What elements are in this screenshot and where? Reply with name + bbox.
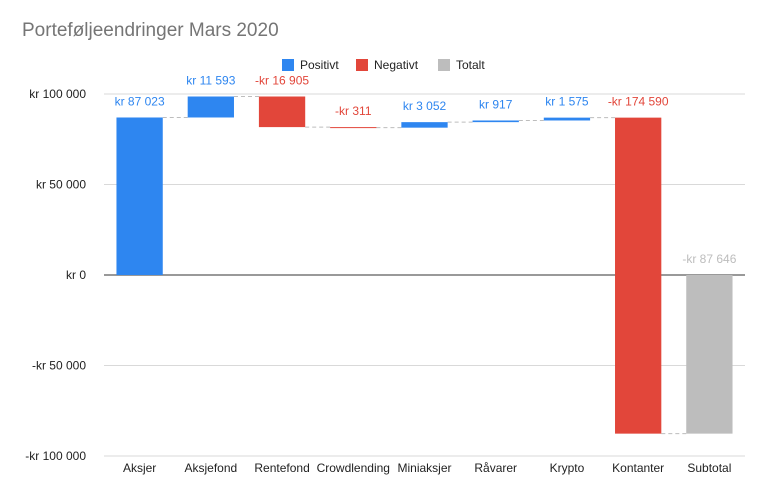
data-label: kr 11 593 (186, 74, 235, 88)
y-tick-label: -kr 100 000 (25, 449, 86, 463)
chart-title: Porteføljeendringer Mars 2020 (22, 20, 279, 41)
x-category-label: Aksjefond (184, 461, 237, 475)
bar-subtotal (686, 275, 733, 434)
legend-label-totalt: Totalt (456, 58, 485, 72)
y-tick-label: kr 50 000 (36, 178, 86, 192)
bar-miniaksjer (401, 122, 448, 128)
x-category-label: Kontanter (612, 461, 664, 475)
x-category-label: Krypto (550, 461, 585, 475)
bar-aksjer (116, 117, 163, 275)
x-category-label: Miniaksjer (397, 461, 451, 475)
legend-label-negativt: Negativt (374, 58, 419, 72)
x-category-label: Crowdlending (317, 461, 390, 475)
bar-råvarer (472, 120, 519, 123)
y-tick-label: -kr 50 000 (32, 359, 86, 373)
data-label: -kr 16 905 (255, 74, 309, 88)
legend-label-positivt: Positivt (300, 58, 339, 72)
bar-krypto (543, 117, 591, 121)
data-label: -kr 87 646 (682, 252, 736, 266)
data-label: -kr 174 590 (608, 95, 669, 109)
y-tick-label: kr 0 (66, 268, 86, 282)
data-label: kr 3 052 (403, 99, 447, 113)
legend-swatch-negativt (356, 59, 368, 71)
x-category-label: Råvarer (474, 461, 517, 475)
bar-aksjefond (187, 96, 234, 118)
data-label: kr 1 575 (545, 95, 589, 109)
data-label: kr 87 023 (115, 94, 165, 108)
bar-kontanter (615, 117, 662, 434)
bar-crowdlending (330, 127, 377, 129)
x-category-label: Aksjer (123, 461, 156, 475)
data-label: kr 917 (479, 97, 513, 111)
bar-rentefond (258, 96, 306, 128)
x-category-label: Rentefond (254, 461, 309, 475)
x-category-label: Subtotal (687, 461, 731, 475)
data-label: -kr 311 (335, 104, 372, 118)
legend-swatch-positivt (282, 59, 294, 71)
legend-swatch-totalt (438, 59, 450, 71)
y-tick-label: kr 100 000 (29, 87, 86, 101)
